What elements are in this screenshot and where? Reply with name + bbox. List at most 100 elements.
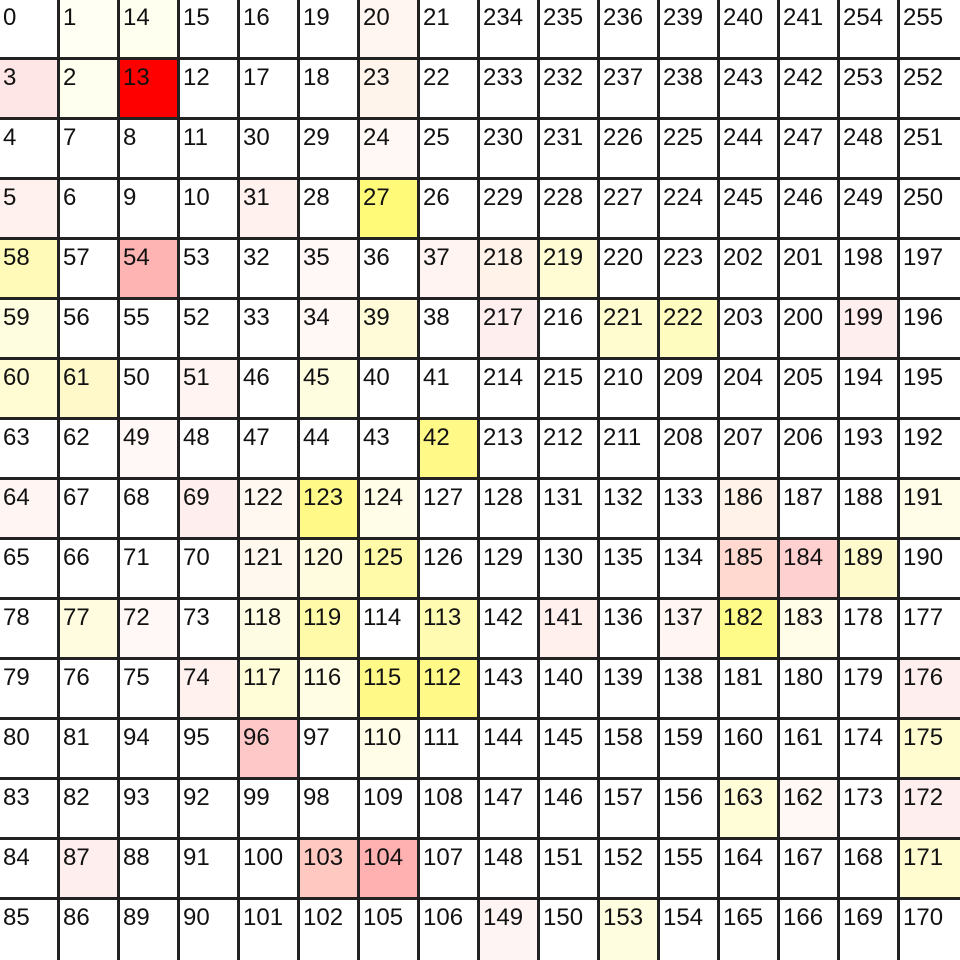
grid-cell: 243 — [720, 60, 780, 120]
grid-cell: 189 — [840, 540, 900, 600]
grid-cell: 239 — [660, 0, 720, 60]
grid-cell: 8 — [120, 120, 180, 180]
grid-cell: 49 — [120, 420, 180, 480]
grid-cell: 135 — [600, 540, 660, 600]
grid-cell: 103 — [300, 840, 360, 900]
grid-cell: 107 — [420, 840, 480, 900]
grid-cell: 115 — [360, 660, 420, 720]
grid-cell: 224 — [660, 180, 720, 240]
grid-cell: 154 — [660, 900, 720, 960]
grid-cell: 109 — [360, 780, 420, 840]
grid-cell: 61 — [60, 360, 120, 420]
grid-cell: 156 — [660, 780, 720, 840]
grid-cell: 102 — [300, 900, 360, 960]
grid-cell: 123 — [300, 480, 360, 540]
grid-cell: 38 — [420, 300, 480, 360]
grid-cell: 80 — [0, 720, 60, 780]
grid-cell: 193 — [840, 420, 900, 480]
grid-cell: 84 — [0, 840, 60, 900]
grid-cell: 108 — [420, 780, 480, 840]
grid-cell: 223 — [660, 240, 720, 300]
grid-cell: 138 — [660, 660, 720, 720]
grid-cell: 185 — [720, 540, 780, 600]
grid-cell: 181 — [720, 660, 780, 720]
grid-cell: 162 — [780, 780, 840, 840]
grid-cell: 75 — [120, 660, 180, 720]
grid-cell: 161 — [780, 720, 840, 780]
grid-cell: 174 — [840, 720, 900, 780]
grid-cell: 64 — [0, 480, 60, 540]
grid-cell: 34 — [300, 300, 360, 360]
grid-cell: 159 — [660, 720, 720, 780]
grid-cell: 220 — [600, 240, 660, 300]
grid-cell: 45 — [300, 360, 360, 420]
grid-cell: 131 — [540, 480, 600, 540]
grid-cell: 26 — [420, 180, 480, 240]
grid-cell: 217 — [480, 300, 540, 360]
grid-cell: 164 — [720, 840, 780, 900]
grid-cell: 238 — [660, 60, 720, 120]
grid-cell: 87 — [60, 840, 120, 900]
grid-cell: 99 — [240, 780, 300, 840]
grid-cell: 17 — [240, 60, 300, 120]
grid-cell: 208 — [660, 420, 720, 480]
grid-cell: 253 — [840, 60, 900, 120]
grid-cell: 106 — [420, 900, 480, 960]
grid-cell: 229 — [480, 180, 540, 240]
grid-cell: 211 — [600, 420, 660, 480]
grid-cell: 28 — [300, 180, 360, 240]
grid-cell: 29 — [300, 120, 360, 180]
grid-cell: 31 — [240, 180, 300, 240]
grid-cell: 152 — [600, 840, 660, 900]
grid-cell: 95 — [180, 720, 240, 780]
grid-cell: 110 — [360, 720, 420, 780]
grid-cell: 129 — [480, 540, 540, 600]
grid-cell: 205 — [780, 360, 840, 420]
grid-cell: 114 — [360, 600, 420, 660]
grid-cell: 246 — [780, 180, 840, 240]
grid-cell: 242 — [780, 60, 840, 120]
grid-cell: 22 — [420, 60, 480, 120]
grid-cell: 30 — [240, 120, 300, 180]
grid-cell: 204 — [720, 360, 780, 420]
grid-cell: 198 — [840, 240, 900, 300]
grid-cell: 241 — [780, 0, 840, 60]
grid-cell: 37 — [420, 240, 480, 300]
grid-cell: 53 — [180, 240, 240, 300]
grid-cell: 89 — [120, 900, 180, 960]
grid-cell: 149 — [480, 900, 540, 960]
grid-cell: 121 — [240, 540, 300, 600]
grid-cell: 83 — [0, 780, 60, 840]
grid-cell: 42 — [420, 420, 480, 480]
grid-cell: 176 — [900, 660, 960, 720]
grid-cell: 127 — [420, 480, 480, 540]
grid-cell: 252 — [900, 60, 960, 120]
grid-cell: 97 — [300, 720, 360, 780]
grid-cell: 51 — [180, 360, 240, 420]
grid-cell: 167 — [780, 840, 840, 900]
grid-cell: 144 — [480, 720, 540, 780]
grid-cell: 150 — [540, 900, 600, 960]
grid-cell: 218 — [480, 240, 540, 300]
grid-cell: 214 — [480, 360, 540, 420]
grid-cell: 140 — [540, 660, 600, 720]
grid-cell: 236 — [600, 0, 660, 60]
grid-cell: 27 — [360, 180, 420, 240]
grid-cell: 254 — [840, 0, 900, 60]
grid-cell: 213 — [480, 420, 540, 480]
grid-cell: 70 — [180, 540, 240, 600]
grid-cell: 40 — [360, 360, 420, 420]
grid-cell: 73 — [180, 600, 240, 660]
grid-cell: 199 — [840, 300, 900, 360]
grid-cell: 160 — [720, 720, 780, 780]
grid-cell: 244 — [720, 120, 780, 180]
grid-cell: 118 — [240, 600, 300, 660]
grid-cell: 125 — [360, 540, 420, 600]
grid-cell: 234 — [480, 0, 540, 60]
grid-cell: 71 — [120, 540, 180, 600]
grid-cell: 163 — [720, 780, 780, 840]
grid-cell: 197 — [900, 240, 960, 300]
grid-cell: 187 — [780, 480, 840, 540]
grid-cell: 79 — [0, 660, 60, 720]
